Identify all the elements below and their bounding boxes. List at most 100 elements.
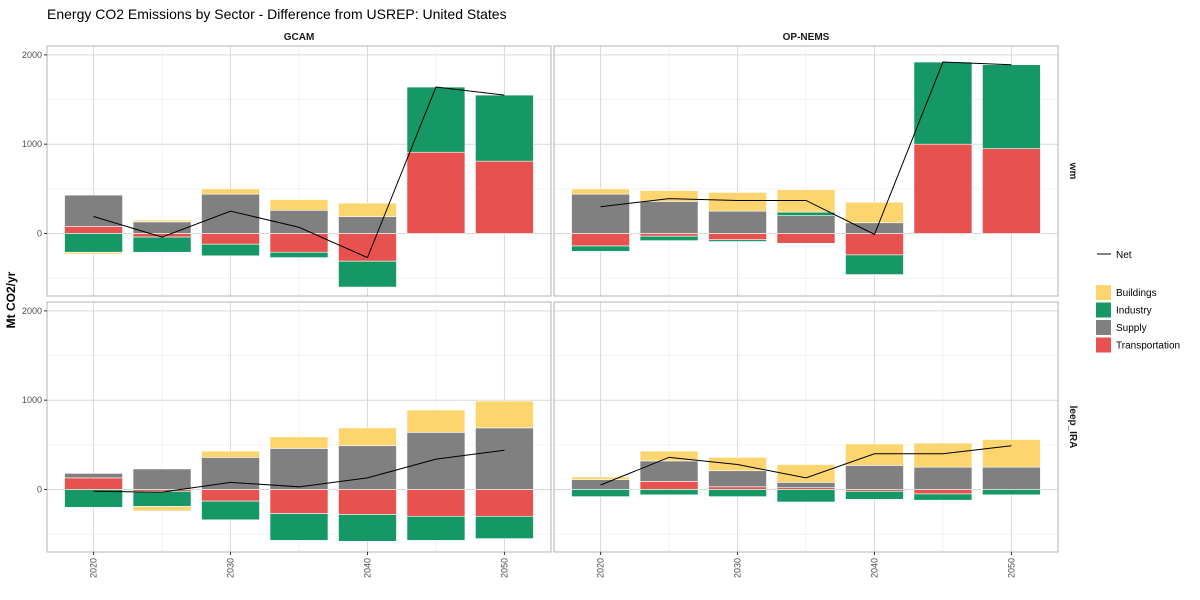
- x-tick-label-2040: 2040: [869, 558, 879, 578]
- bar-buildings-2040: [845, 443, 904, 466]
- bar-industry-2045: [406, 515, 466, 541]
- chart-title: Energy CO2 Emissions by Sector - Differe…: [47, 6, 507, 22]
- strip-row-leep-ira: leep_IRA: [1067, 406, 1078, 449]
- panel-op-nems-leep-ira: [553, 301, 1059, 553]
- bar-supply-2035: [776, 482, 836, 489]
- bar-buildings-2025: [132, 219, 192, 223]
- bar-supply-2025: [132, 468, 192, 490]
- bar-transportation-2045: [913, 143, 973, 234]
- legend-key-transportation: [1096, 337, 1111, 353]
- bar-buildings-2040: [845, 201, 904, 224]
- bar-industry-2020: [64, 233, 123, 253]
- bar-transportation-2025: [132, 233, 192, 238]
- bar-supply-2040: [845, 465, 904, 490]
- bar-industry-2050: [982, 64, 1041, 149]
- strip-row-wm: wm: [1067, 162, 1078, 180]
- bar-industry-2045: [913, 493, 973, 501]
- panel-border: [46, 301, 552, 553]
- panel-border: [46, 45, 552, 297]
- bar-industry-2045: [913, 61, 973, 145]
- bar-supply-2050: [475, 427, 534, 490]
- bar-industry-2050: [982, 489, 1041, 496]
- bars: [64, 400, 534, 542]
- bar-buildings-2020: [571, 476, 630, 480]
- bar-industry-2030: [708, 489, 767, 497]
- bar-supply-2045: [913, 466, 973, 490]
- bar-supply-2035: [269, 209, 329, 234]
- x-tick-label-2030: 2030: [226, 558, 236, 578]
- bar-transportation-2050: [475, 489, 534, 517]
- bar-transportation-2020: [64, 477, 123, 490]
- strip-col-gcam: GCAM: [284, 32, 315, 43]
- bar-industry-2040: [845, 254, 904, 275]
- bar-transportation-2040: [845, 233, 904, 256]
- bar-industry-2050: [475, 94, 534, 162]
- bar-buildings-2030: [201, 450, 260, 458]
- bar-buildings-2050: [475, 400, 534, 429]
- bar-industry-2040: [338, 260, 397, 288]
- legend-label-supply: Supply: [1116, 323, 1147, 334]
- bar-transportation-2050: [475, 160, 534, 234]
- bar-supply-2020: [571, 193, 630, 234]
- strip-col-op-nems: OP-NEMS: [783, 32, 830, 43]
- bar-supply-2025: [639, 460, 699, 482]
- bar-buildings-2025: [132, 506, 192, 512]
- bar-buildings-2045: [406, 409, 466, 433]
- bar-buildings-2030: [201, 188, 260, 195]
- y-tick-label-2000: 2000: [22, 306, 42, 316]
- bar-industry-2025: [639, 235, 699, 241]
- net-line: [600, 61, 1012, 236]
- bar-industry-2030: [201, 500, 260, 521]
- axes: 0 1000 2000 0 1000 2000 2020 2030 2040 2050 2020 20…: [22, 50, 1016, 578]
- legend-key-industry: [1096, 302, 1111, 318]
- net-line: [600, 445, 1012, 486]
- bar-buildings-2020: [64, 251, 123, 255]
- bar-industry-2020: [571, 245, 630, 252]
- bar-industry-2025: [132, 236, 192, 253]
- bar-buildings-2025: [639, 450, 699, 462]
- bar-industry-2020: [571, 489, 630, 497]
- bar-buildings-2035: [269, 436, 329, 449]
- bar-industry-2030: [201, 243, 260, 257]
- bar-transportation-2025: [639, 481, 699, 490]
- net-line: [93, 86, 505, 259]
- x-tick-label-2020: 2020: [596, 558, 606, 578]
- panel-op-nems-wm: [553, 45, 1059, 297]
- legend: Net Buildings Industry Supply Transportation: [1096, 250, 1180, 353]
- bar-transportation-2020: [64, 226, 123, 234]
- panel-gcam-leep-ira: [46, 301, 552, 553]
- bar-industry-2035: [776, 211, 836, 216]
- bar-transportation-2050: [982, 148, 1041, 234]
- bar-transportation-2045: [406, 151, 466, 234]
- y-axis-label: Mt CO2/yr: [4, 271, 18, 328]
- bar-buildings-2035: [776, 464, 836, 483]
- bar-supply-2035: [776, 215, 836, 234]
- legend-label-industry: Industry: [1116, 306, 1152, 317]
- panel-border: [553, 301, 1059, 553]
- bar-supply-2020: [64, 194, 123, 227]
- bar-industry-2040: [845, 490, 904, 500]
- bar-industry-2035: [269, 251, 329, 258]
- bar-buildings-2040: [338, 202, 397, 217]
- y-tick-label-0: 0: [37, 228, 42, 238]
- bar-supply-2030: [708, 470, 767, 488]
- bar-industry-2035: [269, 513, 329, 541]
- legend-label-net: Net: [1116, 250, 1132, 261]
- bar-industry-2025: [132, 490, 192, 507]
- bar-supply-2025: [132, 221, 192, 234]
- bar-industry-2050: [475, 515, 534, 539]
- bars: [64, 86, 534, 288]
- bar-industry-2020: [64, 489, 123, 508]
- bar-transportation-2045: [406, 489, 466, 517]
- bar-buildings-2035: [269, 199, 329, 211]
- strip-col-bg-op-nems: [554, 28, 1058, 44]
- y-tick-label-0: 0: [37, 484, 42, 494]
- bar-transportation-2030: [708, 233, 767, 241]
- bar-buildings-2030: [708, 192, 767, 212]
- bar-supply-2030: [708, 210, 767, 234]
- bar-transportation-2030: [201, 489, 260, 502]
- bar-supply-2045: [406, 432, 466, 490]
- bar-industry-2040: [338, 514, 397, 542]
- bar-supply-2040: [338, 445, 397, 490]
- bar-transportation-2025: [639, 233, 699, 237]
